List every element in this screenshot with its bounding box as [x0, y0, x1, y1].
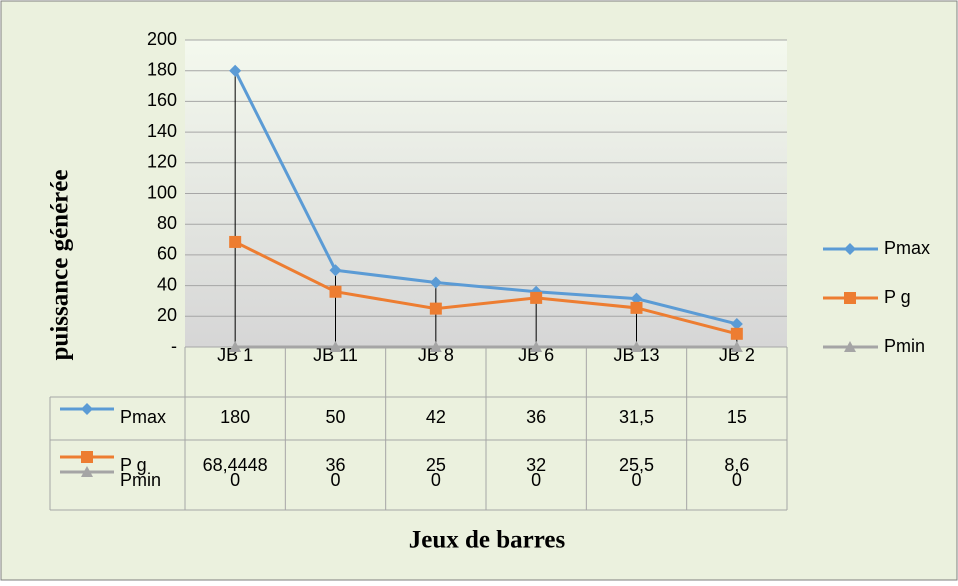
y-tick-label: 160 — [147, 90, 177, 110]
data-point — [329, 341, 342, 352]
data-point — [429, 276, 442, 289]
x-tick-label: JB 13 — [613, 345, 659, 365]
x-axis-title: Jeux de barres — [409, 527, 566, 554]
table-value: 15 — [727, 407, 747, 427]
table-marker — [81, 403, 93, 415]
table-value: 25 — [426, 455, 446, 475]
data-point — [630, 301, 643, 314]
x-tick-label: JB 1 — [217, 345, 253, 365]
data-point — [730, 317, 743, 330]
data-point — [530, 341, 543, 352]
table-value: 25,5 — [619, 455, 654, 475]
table-value: 32 — [526, 455, 546, 475]
data-point — [329, 264, 342, 277]
series-line — [233, 70, 738, 326]
table-value: 42 — [426, 407, 446, 427]
data-point — [429, 341, 442, 352]
legend-marker — [844, 292, 856, 304]
y-tick-label: 180 — [147, 59, 177, 79]
data-point — [730, 327, 743, 340]
data-point — [630, 292, 643, 305]
y-axis-title: puissance générée — [47, 170, 74, 361]
y-tick-label: 100 — [147, 182, 177, 202]
table-value: 0 — [732, 470, 742, 490]
table-series-label: P g — [120, 455, 147, 475]
x-tick-label: JB 8 — [418, 345, 454, 365]
legend-marker — [844, 341, 856, 352]
y-tick-label: 60 — [157, 244, 177, 264]
data-point — [530, 291, 543, 304]
table-value: 180 — [220, 407, 250, 427]
table-value: 31,5 — [619, 407, 654, 427]
data-point — [229, 64, 242, 77]
data-point — [229, 341, 242, 352]
legend-label: P g — [884, 287, 911, 307]
y-tick-label: 200 — [147, 29, 177, 49]
table-marker — [81, 466, 93, 477]
table-value: 0 — [531, 470, 541, 490]
y-tick-label: 80 — [157, 213, 177, 233]
x-tick-label: JB 6 — [518, 345, 554, 365]
series-line — [234, 240, 738, 336]
table-value: 36 — [325, 455, 345, 475]
table-value: 8,6 — [724, 455, 749, 475]
legend-label: Pmax — [884, 238, 930, 258]
table-marker — [81, 451, 93, 463]
data-point — [329, 285, 342, 298]
y-tick-label: 140 — [147, 121, 177, 141]
table-value: 0 — [330, 470, 340, 490]
y-tick-label: - — [171, 336, 177, 356]
data-point — [229, 235, 242, 248]
table-value: 0 — [230, 470, 240, 490]
table-series-label: Pmin — [120, 470, 161, 490]
table-value: 0 — [631, 470, 641, 490]
data-point — [630, 341, 643, 352]
x-tick-label: JB 11 — [313, 345, 358, 365]
table-value: 68,4448 — [203, 455, 268, 475]
y-tick-label: 20 — [157, 305, 177, 325]
y-tick-label: 40 — [157, 274, 177, 294]
table-value: 36 — [526, 407, 546, 427]
data-point — [730, 341, 743, 352]
table-value: 50 — [325, 407, 345, 427]
x-tick-label: JB 2 — [719, 345, 755, 365]
table-series-label: Pmax — [120, 407, 166, 427]
legend-label: Pmin — [884, 336, 925, 356]
legend-marker — [844, 243, 856, 255]
table-value: 0 — [431, 470, 441, 490]
y-tick-label: 120 — [147, 152, 177, 172]
data-point — [429, 302, 442, 315]
